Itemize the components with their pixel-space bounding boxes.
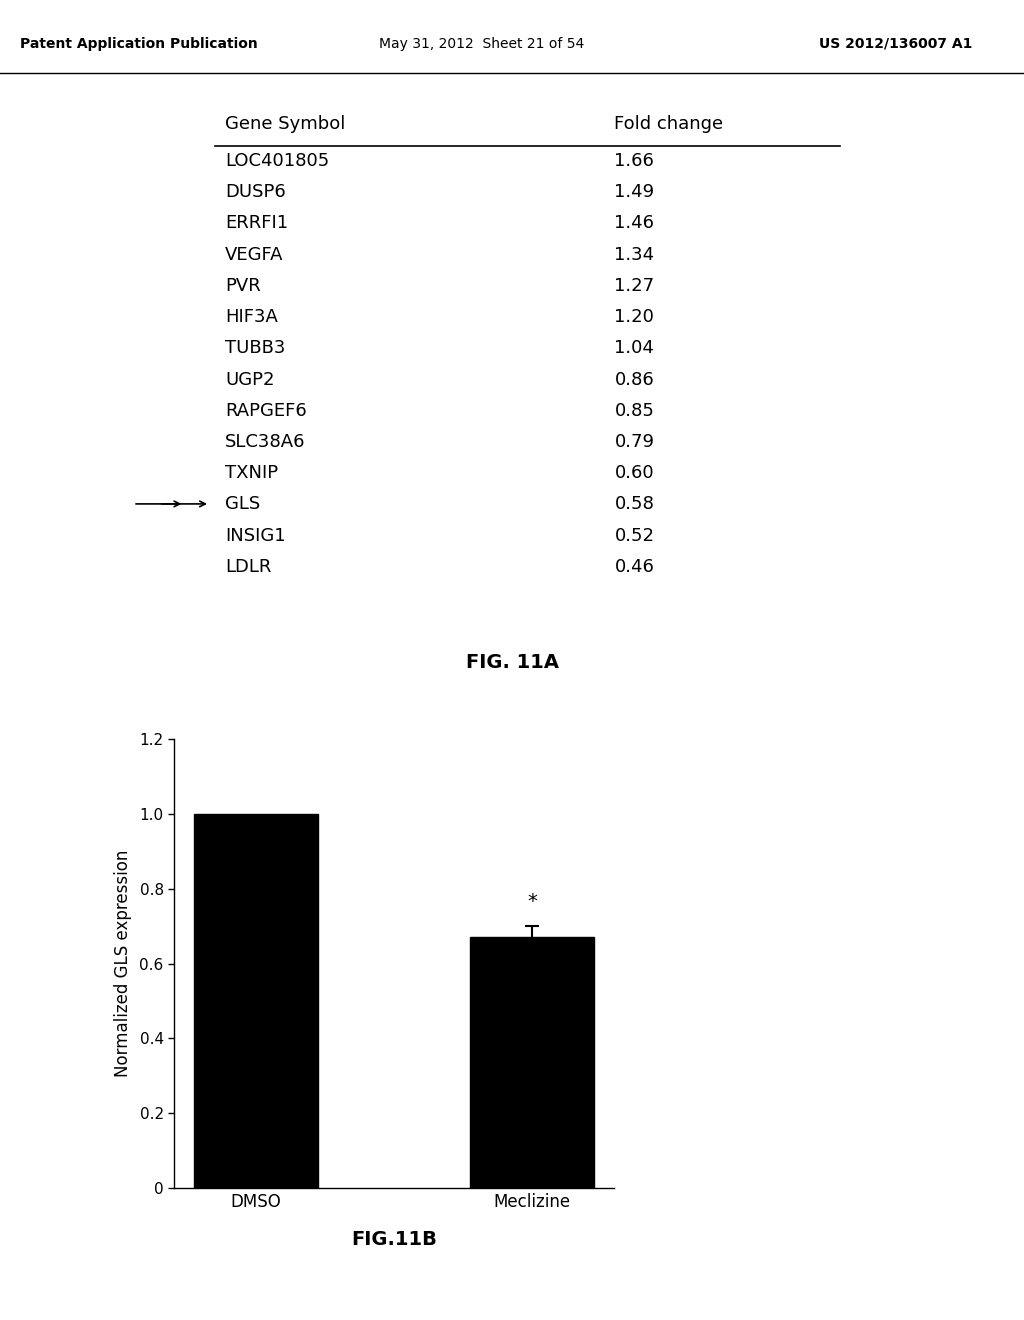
Text: VEGFA: VEGFA — [225, 246, 284, 264]
Text: PVR: PVR — [225, 277, 261, 294]
Text: ERRFI1: ERRFI1 — [225, 214, 289, 232]
Text: LOC401805: LOC401805 — [225, 152, 330, 170]
Text: HIF3A: HIF3A — [225, 308, 279, 326]
Text: 0.52: 0.52 — [614, 527, 654, 545]
Text: Patent Application Publication: Patent Application Publication — [20, 37, 258, 50]
Text: Fold change: Fold change — [614, 115, 724, 133]
Text: 1.20: 1.20 — [614, 308, 654, 326]
Bar — [195, 814, 318, 1188]
Text: 0.85: 0.85 — [614, 401, 654, 420]
Text: 0.79: 0.79 — [614, 433, 654, 451]
Text: 1.46: 1.46 — [614, 214, 654, 232]
Text: SLC38A6: SLC38A6 — [225, 433, 306, 451]
Text: INSIG1: INSIG1 — [225, 527, 286, 545]
Text: DUSP6: DUSP6 — [225, 183, 286, 201]
Text: GLS: GLS — [225, 495, 260, 513]
Text: 1.04: 1.04 — [614, 339, 654, 358]
Text: US 2012/136007 A1: US 2012/136007 A1 — [819, 37, 973, 50]
Text: May 31, 2012  Sheet 21 of 54: May 31, 2012 Sheet 21 of 54 — [379, 37, 584, 50]
Y-axis label: Normalized GLS expression: Normalized GLS expression — [115, 850, 132, 1077]
Text: Gene Symbol: Gene Symbol — [225, 115, 346, 133]
Text: FIG. 11A: FIG. 11A — [466, 653, 558, 672]
Text: FIG.11B: FIG.11B — [351, 1230, 437, 1249]
Text: LDLR: LDLR — [225, 558, 271, 576]
Text: UGP2: UGP2 — [225, 371, 274, 388]
Text: TXNIP: TXNIP — [225, 465, 279, 482]
Text: 0.60: 0.60 — [614, 465, 654, 482]
Text: 1.66: 1.66 — [614, 152, 654, 170]
Text: 0.46: 0.46 — [614, 558, 654, 576]
Text: RAPGEF6: RAPGEF6 — [225, 401, 307, 420]
Text: TUBB3: TUBB3 — [225, 339, 286, 358]
Bar — [470, 937, 594, 1188]
Text: 1.34: 1.34 — [614, 246, 654, 264]
Text: 1.49: 1.49 — [614, 183, 654, 201]
Text: 0.58: 0.58 — [614, 495, 654, 513]
Text: 1.27: 1.27 — [614, 277, 654, 294]
Text: 0.86: 0.86 — [614, 371, 654, 388]
Text: *: * — [527, 892, 538, 911]
